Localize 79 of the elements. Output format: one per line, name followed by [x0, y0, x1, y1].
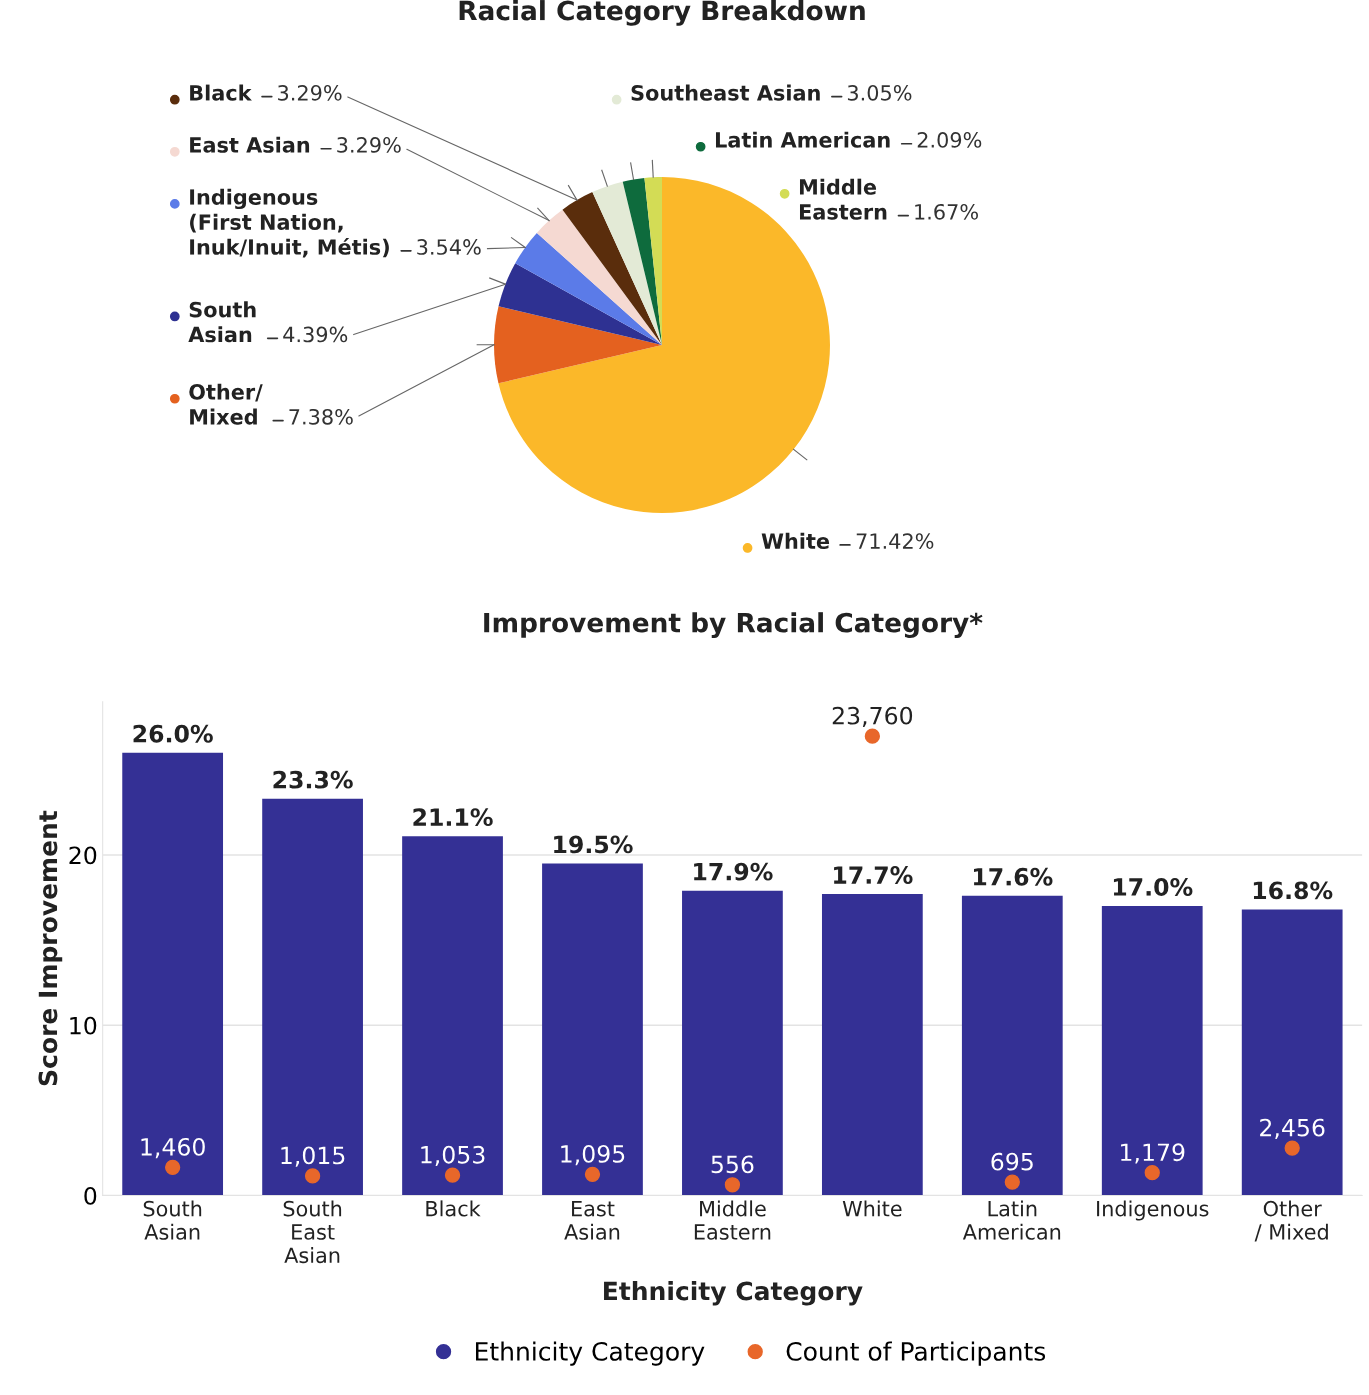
point [724, 1177, 741, 1193]
data-label: 3.54% [417, 239, 481, 255]
x-tick-label: White [842, 1200, 902, 1217]
point [864, 728, 880, 744]
bar [542, 863, 643, 1196]
data-label: 21.1% [413, 808, 493, 827]
x-tick-label: East Asian [564, 1201, 620, 1240]
legend-label: Ethnicity Category [476, 1341, 705, 1366]
data-label: 1,179 [1121, 1143, 1185, 1164]
x-tick-label: South Asian [143, 1200, 202, 1240]
chart-title: Improvement by Racial Category* [484, 612, 983, 638]
x-tick-label: Indigenous [1097, 1200, 1209, 1221]
bar [682, 890, 783, 1196]
point [1284, 1140, 1300, 1156]
data-label: 71.42% [856, 533, 934, 549]
data-label: 23.3% [273, 770, 353, 789]
data-label: 7.38% [289, 408, 353, 425]
data-label: 16.8% [1253, 881, 1333, 900]
point [165, 1159, 181, 1175]
legend-label: Latin American [715, 131, 890, 148]
bar [961, 895, 1063, 1196]
chart-title: Racial Category Breakdown [459, 0, 865, 26]
bar [402, 836, 503, 1196]
data-label: 1,015 [281, 1146, 345, 1167]
bar [1241, 909, 1343, 1196]
legend-label: Middle Eastern [799, 178, 887, 220]
data-label: 17.6% [974, 867, 1053, 886]
point [304, 1168, 321, 1184]
y-axis-title: Score Improvement [38, 810, 63, 1086]
y-tick-label: 0 [84, 1186, 97, 1205]
data-label: 19.5% [554, 835, 633, 854]
data-label: 4.39% [283, 326, 348, 343]
x-tick-label: Latin American [962, 1200, 1061, 1240]
x-axis-title: Ethnicity Category [604, 1281, 863, 1306]
data-label: 3.29% [278, 84, 342, 101]
data-label: 2,456 [1260, 1118, 1325, 1139]
legend-label: White [761, 532, 830, 549]
data-label: 26.0% [133, 724, 213, 743]
y-tick-label: 10 [70, 1016, 97, 1035]
point [444, 1167, 461, 1183]
y-tick-label: 20 [69, 846, 97, 865]
data-label: 17.9% [694, 862, 773, 881]
point [584, 1166, 601, 1182]
legend-label: Count of Participants [786, 1341, 1046, 1366]
data-label: 3.05% [847, 84, 912, 101]
pie-slice [536, 209, 662, 345]
pie-slice [592, 181, 662, 345]
legend-label: Black [190, 84, 252, 101]
point [1004, 1174, 1020, 1190]
pie-slice [515, 232, 662, 345]
data-label: 695 [991, 1152, 1033, 1171]
x-tick-label: South East Asian [283, 1200, 342, 1264]
point [1144, 1165, 1160, 1181]
x-tick-label: Other / Mixed [1254, 1200, 1328, 1242]
x-tick-label: Black [426, 1200, 481, 1217]
x-tick-label: Middle Eastern [694, 1200, 771, 1240]
data-label: 17.0% [1113, 878, 1193, 896]
data-label: 556 [711, 1155, 754, 1174]
data-label: 23,760 [832, 706, 913, 728]
data-label: 1.67% [915, 203, 978, 220]
data-label: 1,095 [561, 1144, 625, 1166]
bar [821, 894, 923, 1196]
legend-label: South Asian [188, 301, 256, 343]
bar [262, 798, 363, 1196]
pie-slice [562, 192, 662, 345]
data-label: 2.09% [917, 132, 982, 148]
legend-label: Southeast Asian [631, 84, 820, 101]
legend-label: Other/ Mixed [189, 383, 263, 425]
data-label: 1,460 [141, 1137, 205, 1159]
legend-label: Indigenous (First Nation, Inuk/Inuit, Métis) [190, 188, 389, 258]
pie-slice [494, 306, 662, 384]
bar [122, 752, 224, 1196]
legend-label: East Asian [190, 136, 310, 153]
pie-slice [622, 177, 662, 345]
data-label: 1,053 [421, 1145, 485, 1167]
bar [1101, 906, 1203, 1196]
data-label: 3.29% [337, 137, 401, 153]
data-label: 17.7% [834, 866, 913, 884]
pie-slice [498, 263, 662, 345]
